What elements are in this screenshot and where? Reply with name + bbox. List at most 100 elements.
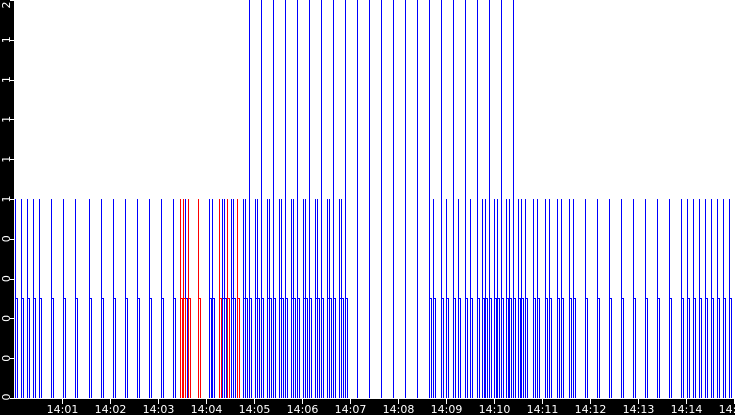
y-axis-band [0, 0, 14, 415]
x-tick-label: 14:08 [383, 403, 415, 415]
event-pulse [549, 199, 552, 398]
event-pulse [321, 0, 324, 398]
event-pulse [453, 0, 456, 398]
event-pulse [75, 199, 78, 398]
event-pulse [237, 199, 240, 398]
event-pulse [33, 199, 36, 398]
event-pulse [183, 199, 186, 398]
event-pulse [446, 199, 449, 398]
event-pulse [429, 0, 432, 398]
event-pulse [441, 0, 444, 398]
event-pulse [729, 199, 732, 398]
event-pulse [557, 199, 560, 398]
x-tick-label: 14:13 [623, 403, 655, 415]
event-pulse [149, 199, 152, 398]
event-pulse [212, 199, 215, 398]
x-tick-label: 14:11 [527, 403, 559, 415]
event-pulse [669, 199, 672, 398]
y-tick-label: 1 [0, 36, 13, 43]
y-tick-label: 0 [0, 355, 13, 362]
event-pulse [273, 0, 276, 398]
event-pulse [285, 0, 288, 398]
event-pulse [180, 199, 183, 398]
event-pulse [269, 199, 272, 398]
event-pulse [317, 199, 320, 398]
event-pulse [501, 0, 504, 398]
event-pulse [101, 199, 104, 398]
event-pulse [573, 199, 576, 398]
event-pulse [63, 199, 66, 398]
x-axis-band [0, 399, 735, 415]
event-pulse [209, 199, 212, 398]
event-pulse [198, 199, 201, 398]
event-pulse [521, 199, 524, 398]
event-pulse [433, 199, 436, 398]
event-pulse [465, 0, 468, 398]
event-pulse [305, 199, 308, 398]
event-pulse [219, 199, 222, 398]
event-pulse [533, 199, 536, 398]
event-pulse [621, 199, 624, 398]
x-tick-label: 14:01 [47, 403, 79, 415]
x-tick-label: 14:12 [575, 403, 607, 415]
event-pulse [224, 199, 227, 398]
event-pulse [569, 199, 572, 398]
event-pulse [470, 199, 473, 398]
x-axis: 14:01 14:02 14:03 14:04 14:05 14:06 14:07 14:08… [47, 399, 735, 415]
x-tick-label: 14:10 [479, 403, 511, 415]
event-pulse [309, 0, 312, 398]
event-pulse [233, 199, 236, 398]
y-tick-label: 0 [0, 235, 13, 242]
event-pulse [188, 199, 191, 398]
event-pulse [693, 199, 696, 398]
x-tick-label: 14:06 [287, 403, 319, 415]
event-pulse [717, 199, 720, 398]
event-pulse [27, 199, 30, 398]
event-pulse [687, 199, 690, 398]
event-pulse [137, 199, 140, 398]
y-tick-label: 1 [0, 156, 13, 163]
event-pulse [681, 199, 684, 398]
event-pulse [537, 199, 540, 398]
event-pulse [609, 199, 612, 398]
event-pulse [711, 199, 714, 398]
event-pulse [51, 199, 54, 398]
event-pulse [249, 0, 252, 398]
y-tick-label: 1 [0, 76, 13, 83]
event-pulse [227, 199, 230, 398]
x-tick-label: 14:04 [191, 403, 223, 415]
event-pulse [513, 0, 516, 398]
x-tick-label: 14:05 [239, 403, 271, 415]
event-pulse [173, 199, 176, 398]
event-pulse [345, 0, 348, 398]
series-marks [15, 0, 732, 398]
event-pulse [494, 199, 497, 398]
event-pulse [161, 199, 164, 398]
x-tick-label: 14:02 [95, 403, 127, 415]
event-pulse [525, 199, 528, 398]
event-pulse [633, 199, 636, 398]
event-pulse [489, 0, 492, 398]
event-pulse [561, 199, 564, 398]
event-pulse [341, 199, 344, 398]
event-pulse [125, 199, 128, 398]
y-tick-label: 2 [0, 2, 13, 9]
event-pulse [297, 0, 300, 398]
event-pulse [245, 199, 248, 398]
event-pulse [113, 199, 116, 398]
x-tick-label: 14:03 [143, 403, 175, 415]
event-pulse [281, 199, 284, 398]
y-tick-label: 1 [0, 196, 13, 203]
event-pulse [257, 199, 260, 398]
event-pulse [597, 199, 600, 398]
event-pulse [585, 199, 588, 398]
event-pulse [497, 199, 500, 398]
event-pulse [458, 199, 461, 398]
x-tick-label: 14:09 [431, 403, 463, 415]
y-tick-label: 1 [0, 116, 13, 123]
y-tick-label: 0 [0, 394, 13, 401]
event-pulse [15, 199, 18, 398]
event-pulse [39, 199, 42, 398]
